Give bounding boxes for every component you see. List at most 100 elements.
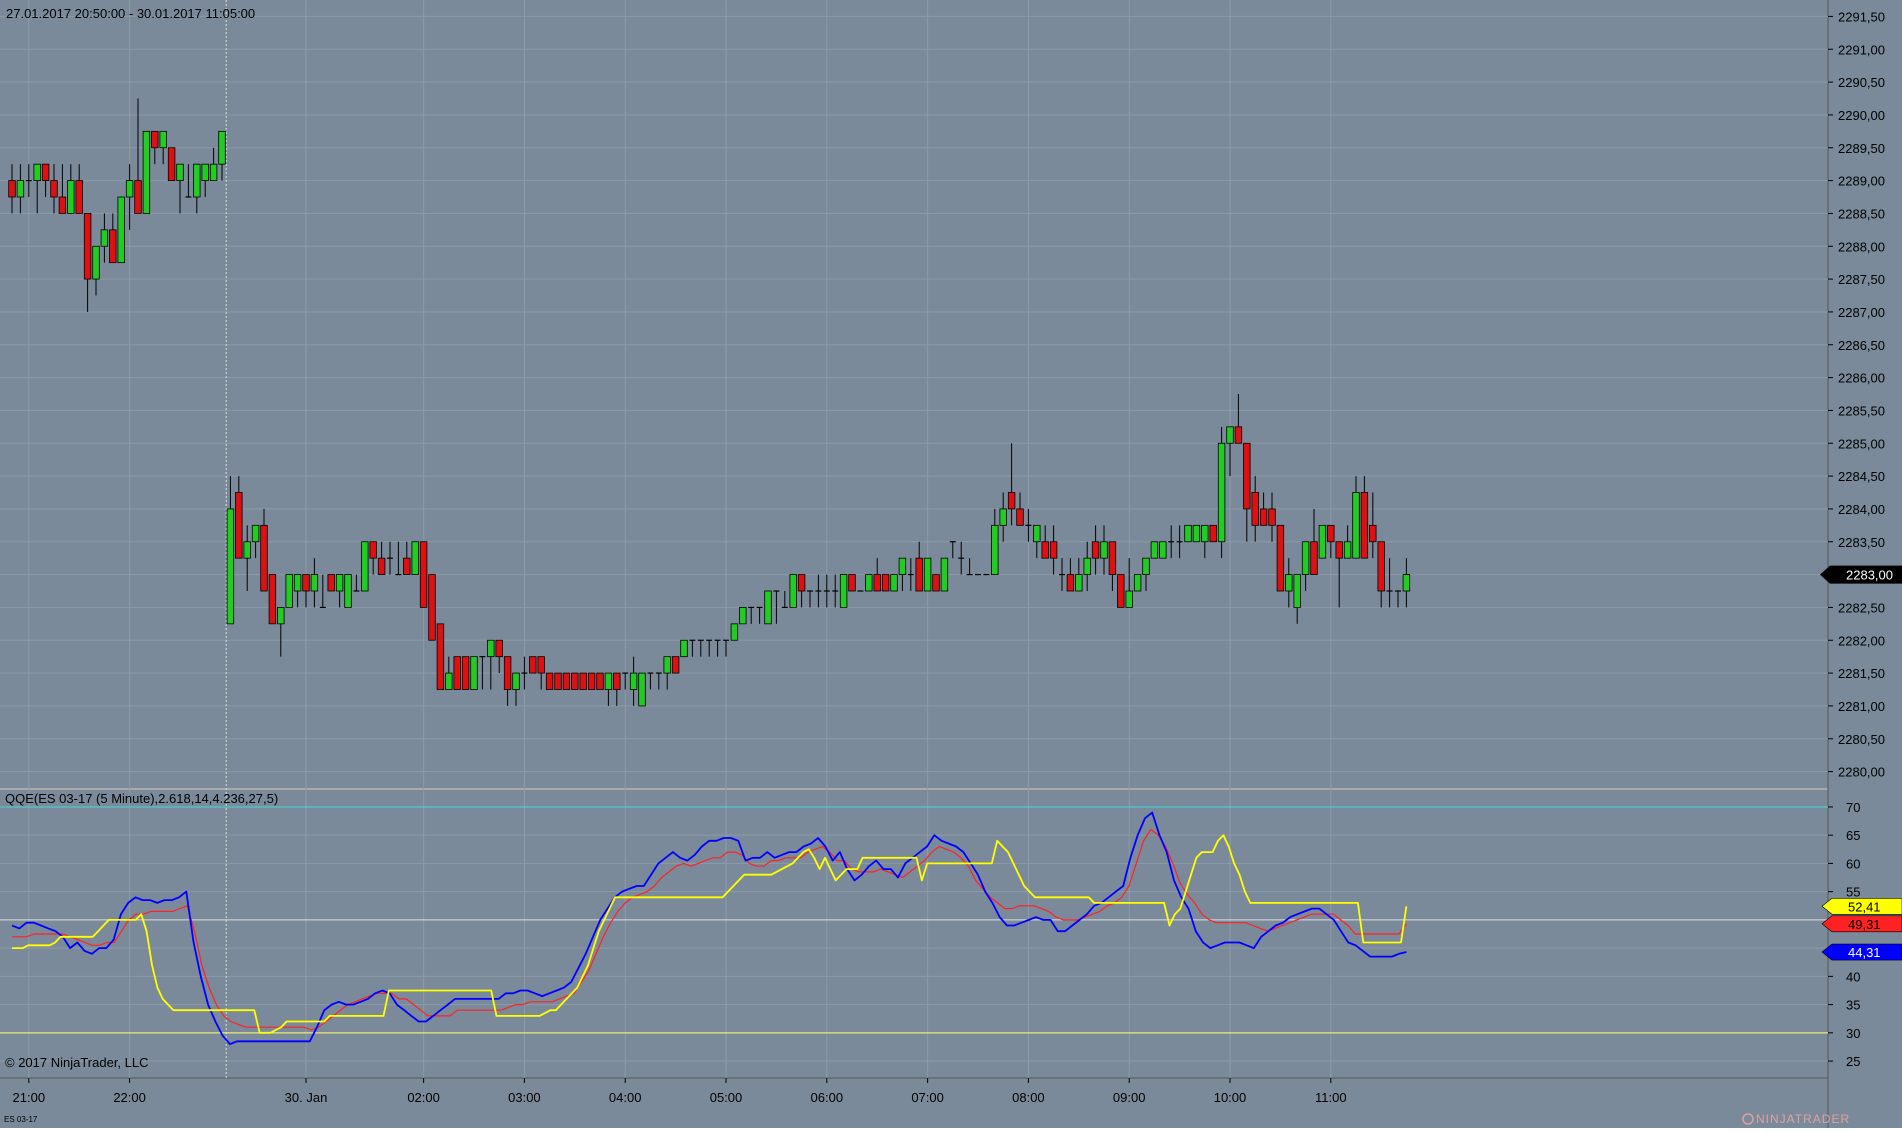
candle-body-up (680, 639, 688, 658)
qqe-value-label: 52,41 (1848, 899, 1881, 914)
indicator-tick-label: 70 (1846, 800, 1860, 815)
candle-body-down (1243, 442, 1251, 510)
candle (571, 672, 579, 690)
candle (1402, 558, 1411, 608)
candle (419, 541, 428, 608)
time-tick-label: 10:00 (1214, 1090, 1247, 1105)
candle-body-up (335, 574, 344, 592)
candle-body-up (839, 574, 848, 608)
candle-body-down (1041, 541, 1049, 559)
price-tick-label: 2289,50 (1838, 141, 1885, 156)
candle (387, 541, 393, 575)
candle-body-down (1209, 524, 1217, 543)
price-tick-label: 2283,50 (1838, 535, 1885, 550)
candle-body-down (1335, 541, 1343, 559)
price-tick-label: 2286,50 (1838, 338, 1885, 353)
candle (268, 574, 277, 625)
candle-body-up (1125, 590, 1133, 608)
candle (764, 590, 772, 625)
candle (512, 672, 520, 706)
candle (395, 541, 402, 576)
candle-body-down (529, 656, 537, 674)
candle-body-down (428, 574, 436, 641)
indicator-tick-label: 55 (1846, 885, 1860, 900)
price-tick-label: 2291,50 (1838, 9, 1885, 24)
candle (277, 607, 285, 657)
candle (706, 639, 713, 657)
candle (92, 245, 100, 296)
price-tick-label: 2285,50 (1838, 403, 1885, 418)
candle-body-down (1234, 426, 1243, 444)
candle-body-up (209, 163, 218, 181)
last-price-marker: 2283,00 (1820, 565, 1902, 584)
candle-body-down (151, 130, 159, 149)
candle (470, 656, 478, 690)
indicator-tick-label: 35 (1846, 998, 1860, 1013)
candle (881, 574, 890, 592)
candle (33, 163, 41, 214)
candle (260, 508, 268, 592)
time-tick-label: 05:00 (710, 1090, 743, 1105)
date-range-label: 27.01.2017 20:50:00 - 30.01.2017 11:05:0… (6, 6, 255, 21)
candle-body-up (243, 541, 251, 559)
axis-labels: 2291,50 2291,00 2290,50 2290,00 2289,50 2289,… (13, 9, 1902, 1105)
qqe-lines (11, 811, 1408, 1045)
candle (1150, 541, 1159, 559)
candle (67, 164, 75, 214)
time-tick-label: 11:00 (1315, 1090, 1347, 1105)
candle (335, 574, 344, 608)
candle (302, 574, 310, 608)
candle (1025, 508, 1032, 542)
candle (865, 574, 873, 592)
candle (117, 196, 125, 264)
candle (1007, 443, 1016, 526)
candle (671, 656, 680, 674)
candle-body-down (915, 557, 923, 592)
candle-body-up (251, 524, 260, 543)
candle (453, 656, 461, 690)
time-axis[interactable] (0, 1078, 1828, 1128)
candle-body-up (1184, 524, 1192, 543)
price-tick-label: 2288,50 (1838, 206, 1885, 221)
price-tick-label: 2287,50 (1838, 272, 1885, 287)
candle (1209, 524, 1217, 543)
price-panel[interactable] (0, 0, 1828, 788)
qqe-value-box-red: 49,31 (1821, 915, 1902, 933)
candle (629, 656, 638, 706)
price-axis[interactable] (1828, 0, 1902, 1128)
candle (436, 623, 445, 690)
candle (1369, 492, 1377, 559)
candle (445, 656, 453, 690)
candle (940, 557, 949, 592)
candle (1318, 524, 1327, 559)
candle-body-down (268, 574, 277, 625)
indicator-levels (0, 806, 1828, 1034)
candle (689, 639, 696, 657)
candle-body-up (1343, 541, 1352, 559)
price-tick-label: 2289,00 (1838, 174, 1885, 189)
price-tick-label: 2288,00 (1838, 239, 1885, 254)
candle (327, 574, 335, 592)
candle (1285, 558, 1293, 608)
candle-body-up (730, 623, 739, 641)
candle-body-up (125, 180, 134, 198)
candle (638, 672, 646, 707)
price-tick-label: 2290,00 (1838, 108, 1885, 123)
candle (915, 541, 923, 592)
price-tick-label: 2286,00 (1838, 371, 1885, 386)
candle-body-down (41, 163, 50, 181)
candle-body-down (1117, 574, 1125, 608)
indicator-panel[interactable] (0, 790, 1828, 1078)
candle (193, 163, 201, 214)
candle-body-up (1402, 574, 1411, 592)
candle (134, 98, 142, 214)
candle (1310, 508, 1318, 575)
candle (697, 639, 704, 657)
candle (579, 672, 587, 690)
candle (781, 591, 788, 609)
candle-body-down (495, 639, 503, 658)
candle-body-up (1318, 524, 1327, 559)
candle-body-down (377, 557, 386, 575)
